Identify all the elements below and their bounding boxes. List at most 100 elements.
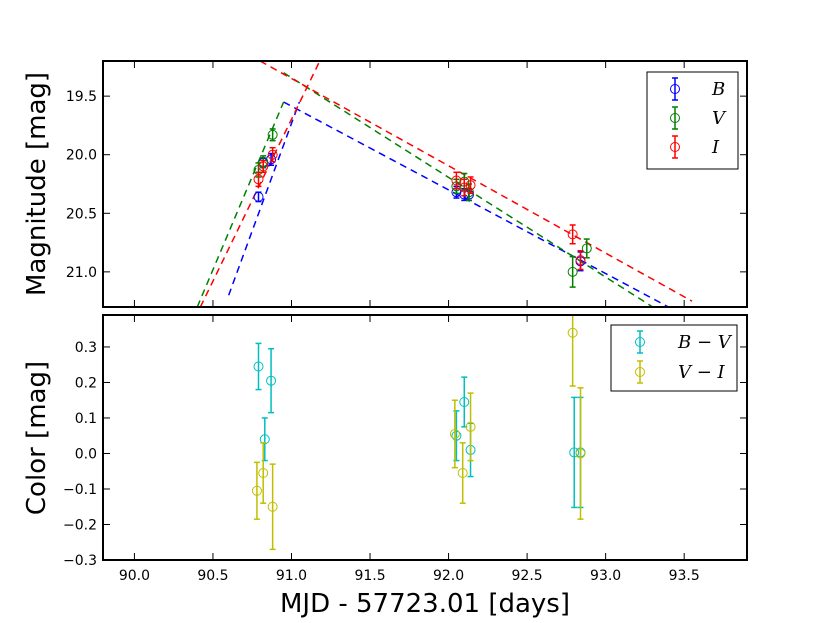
fit-line-b: [283, 101, 669, 307]
magnitude-legend-box: [646, 71, 739, 170]
legend-label: I: [711, 137, 720, 158]
data-point-b-v: [266, 347, 277, 414]
data-point-v-i: [567, 315, 578, 387]
data-point-v-i: [267, 463, 278, 551]
data-point-v: [567, 255, 578, 288]
legend-label: V: [712, 108, 727, 129]
fit-line-v: [196, 101, 285, 307]
marker: [567, 229, 578, 240]
legend-entry-i: I: [670, 135, 720, 159]
legend-label: B − V: [677, 332, 733, 353]
marker: [465, 421, 476, 432]
color-legend: B − V V − I: [610, 324, 738, 392]
color-legend-box: [610, 324, 738, 392]
legend-marker: [635, 367, 645, 377]
marker: [451, 175, 462, 186]
color-x-tick-label: 91.5: [354, 568, 385, 584]
legend-entry-v: V: [670, 106, 727, 130]
marker: [575, 255, 586, 266]
magnitude-y-tick-label: 20.5: [66, 206, 97, 222]
data-point-v-i: [449, 399, 460, 469]
data-point-v-i: [575, 387, 586, 520]
color-x-tick-label: 91.0: [276, 568, 307, 584]
magnitude-legend: BVI: [646, 71, 739, 170]
data-point-v-i: [465, 392, 476, 462]
color-y-tick-label: 0.1: [75, 411, 97, 427]
marker: [267, 129, 278, 140]
color-x-tick-label: 92.0: [433, 568, 464, 584]
x-axis-label: MJD - 57723.01 [days]: [280, 589, 570, 619]
marker: [267, 501, 278, 512]
legend-label: B: [711, 79, 725, 100]
marker: [258, 468, 269, 479]
legend-entry-b-v: B − V: [635, 330, 733, 354]
color-y-tick-label: −0.2: [63, 517, 97, 533]
marker: [266, 375, 277, 386]
magnitude-plot-area: [103, 61, 747, 307]
magnitude-x-ticks: [133, 61, 685, 307]
color-panel: −0.3 −0.2 −0.1 0.0 0.1 0.2 0.3 90.0 90.5 91.0 91.…: [22, 314, 748, 619]
color-y-tick-label: 0.0: [75, 446, 97, 462]
data-point-v: [267, 128, 278, 142]
legend-marker: [670, 113, 680, 123]
color-x-tick-label: 90.5: [197, 568, 228, 584]
magnitude-data-points: [253, 128, 592, 288]
marker: [449, 428, 460, 439]
legend-entry-v-i: V − I: [635, 360, 726, 384]
data-point-v-i: [258, 442, 269, 504]
data-point-b-v: [569, 396, 580, 509]
data-point-i: [459, 178, 470, 197]
marker: [459, 396, 470, 407]
color-x-ticks: 90.0 90.5 91.0 91.5 92.0 92.5 93.0 93.5: [119, 315, 700, 584]
marker: [569, 447, 580, 458]
legend-marker: [635, 337, 645, 347]
marker: [253, 191, 264, 202]
fit-line-b: [227, 101, 301, 296]
marker: [451, 430, 462, 441]
data-point-v-i: [251, 461, 262, 520]
magnitude-y-ticks: 19.5 20.0 20.5 21.0: [66, 89, 747, 281]
marker: [459, 182, 470, 193]
marker: [258, 161, 269, 172]
data-point-b-v: [253, 342, 264, 391]
color-x-tick-label: 93.5: [669, 568, 700, 584]
legend-marker: [670, 142, 680, 152]
fit-line-i: [259, 61, 693, 302]
marker: [253, 174, 264, 185]
data-point-i: [258, 159, 269, 174]
marker: [567, 327, 578, 338]
magnitude-y-tick-label: 21.0: [66, 265, 97, 281]
color-axes-frame: [102, 314, 748, 561]
data-point-i: [575, 250, 586, 271]
marker: [567, 266, 578, 277]
marker: [267, 149, 278, 160]
color-y-ticks: −0.3 −0.2 −0.1 0.0 0.1 0.2 0.3: [63, 340, 747, 569]
data-point-i: [465, 176, 476, 195]
color-x-tick-label: 92.5: [512, 568, 543, 584]
color-x-tick-label: 93.0: [590, 568, 621, 584]
magnitude-y-axis-label: Magnitude [mag]: [22, 72, 52, 296]
marker: [457, 468, 468, 479]
data-point-b: [253, 191, 264, 203]
data-point-i: [567, 224, 578, 245]
color-y-tick-label: 0.3: [75, 340, 97, 356]
data-point-i: [267, 146, 278, 163]
marker: [575, 448, 586, 459]
color-y-tick-label: 0.2: [75, 375, 97, 391]
magnitude-y-tick-label: 19.5: [66, 89, 97, 105]
color-y-axis-label: Color [mag]: [22, 361, 52, 515]
marker: [465, 180, 476, 191]
color-data-points: [251, 315, 586, 551]
data-point-i: [253, 171, 264, 188]
marker: [253, 361, 264, 372]
color-x-tick-label: 90.0: [119, 568, 150, 584]
magnitude-y-tick-label: 20.0: [66, 148, 97, 164]
marker: [266, 154, 277, 165]
magnitude-panel: 19.5 20.0 20.5 21.0 Magnitude [mag] BVI: [22, 60, 748, 308]
data-point-i: [451, 171, 462, 190]
legend-label: V − I: [678, 362, 726, 383]
legend-entry-b: B: [670, 77, 725, 101]
legend-marker: [670, 84, 680, 94]
marker: [581, 243, 592, 254]
